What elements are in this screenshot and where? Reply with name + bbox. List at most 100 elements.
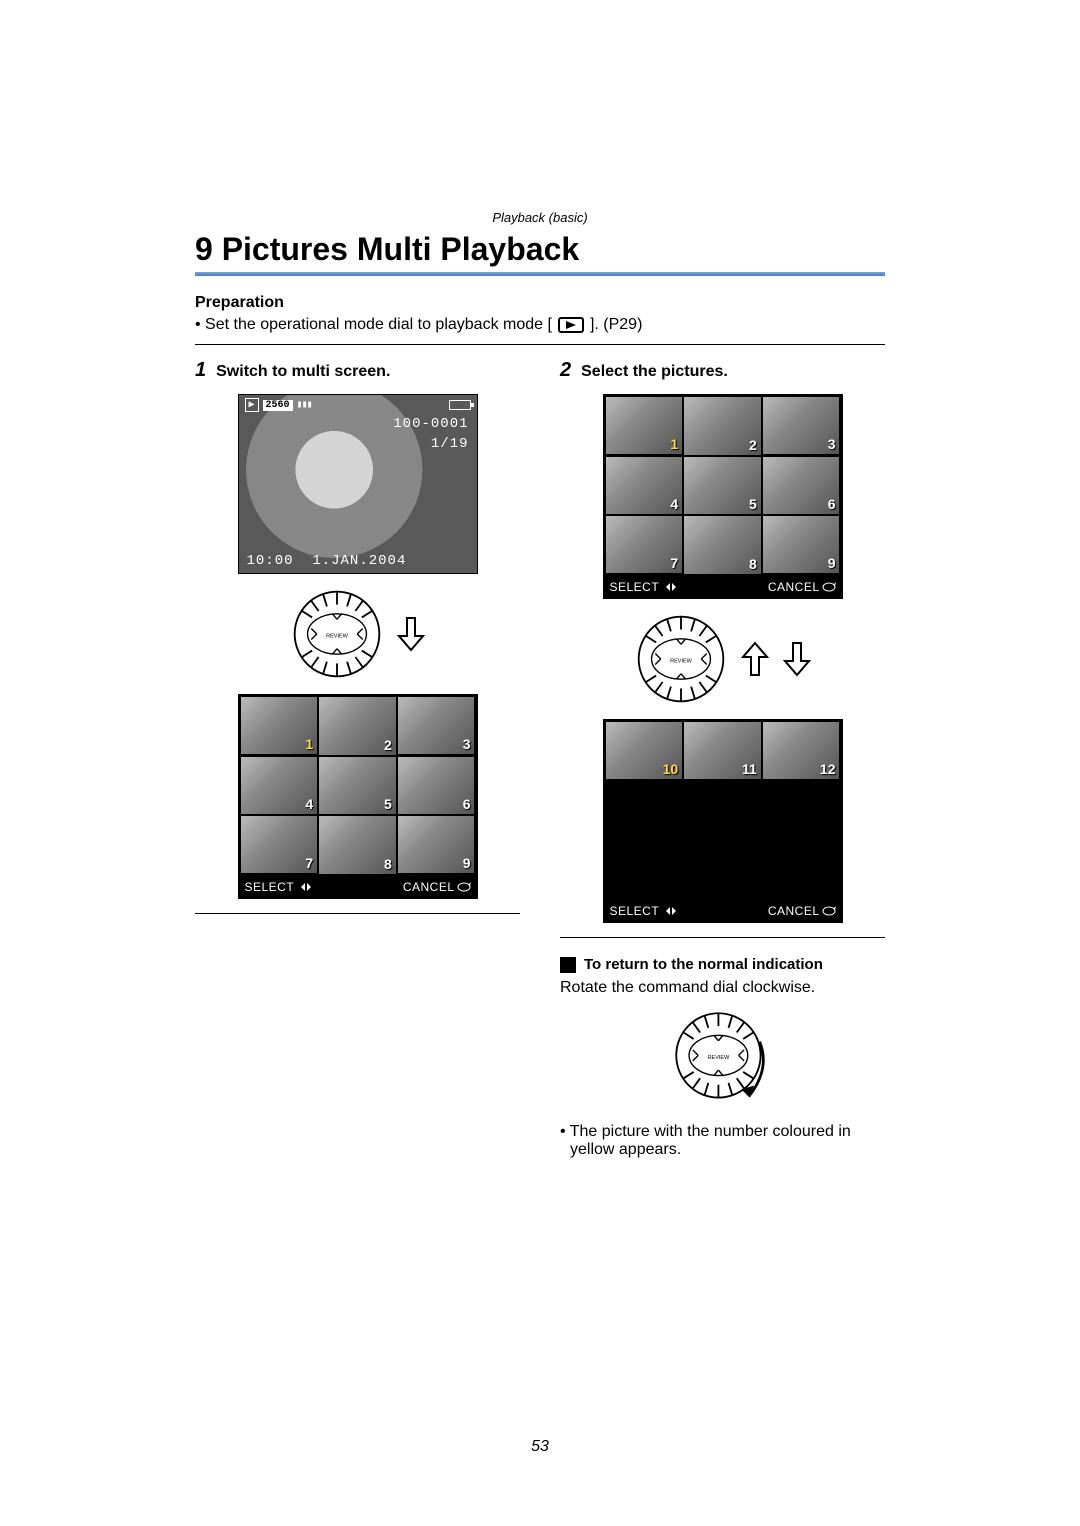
return-heading: To return to the normal indication <box>560 956 885 973</box>
thumbnail-number: 12 <box>820 761 836 777</box>
page-number: 53 <box>0 1438 1080 1456</box>
grid-cells: 1 2 3 4 5 6 7 8 9 <box>239 695 477 876</box>
thumbnail-cell <box>606 781 683 838</box>
select-label: SELECT <box>610 580 682 594</box>
nav-arrows-icon <box>296 882 316 892</box>
svg-text:REVIEW: REVIEW <box>326 634 349 640</box>
thumbnail-number: 10 <box>663 761 679 777</box>
thumbnail-number: 6 <box>463 796 471 812</box>
grid-screen-2a: 1 2 3 4 5 6 78 9 SELECT CANCEL <box>603 394 843 599</box>
section-header: Playback (basic) <box>195 210 885 225</box>
title-rule <box>195 272 885 276</box>
grid-screen-1: 1 2 3 4 5 6 7 8 9 SELECT CANCEL <box>238 694 478 899</box>
arrow-down-icon <box>397 616 425 652</box>
thumbnail-number: 5 <box>749 496 757 512</box>
step1-number: 1 <box>195 359 206 382</box>
thumbnail-number: 6 <box>828 496 836 512</box>
thumbnail-cell: 3 <box>398 697 475 754</box>
thumbnail-cell: 12 <box>763 722 840 779</box>
thumbnail-cell <box>763 841 840 898</box>
dial-small-icon <box>822 581 836 593</box>
thumbnail-number: 3 <box>828 436 836 452</box>
divider <box>195 344 885 345</box>
columns: 1 Switch to multi screen. ▶ 2560 ▮▮▮ 100… <box>195 359 885 1159</box>
play-indicator-icon: ▶ <box>245 398 259 412</box>
thumbnail-cell: 1 <box>606 397 683 454</box>
dial-small-icon <box>457 881 471 893</box>
thumbnail-number: 5 <box>384 796 392 812</box>
thumbnail-cell: 9 <box>398 816 475 873</box>
thumbnail-number: 11 <box>742 761 757 777</box>
dial-row-2: REVIEW <box>635 613 811 705</box>
quality-icon: ▮▮▮ <box>297 399 312 411</box>
thumbnail-cell: 7 <box>241 816 318 873</box>
return-title: To return to the normal indication <box>584 956 823 973</box>
grid-bar: SELECT CANCEL <box>604 900 842 922</box>
thumbnail-cell: 5 <box>319 757 396 815</box>
thumbnail-number: 4 <box>305 796 313 812</box>
command-dial-icon: REVIEW <box>291 588 383 680</box>
nav-arrows-icon <box>661 906 681 916</box>
cancel-label: CANCEL <box>403 880 471 894</box>
thumbnail-cell: 8 <box>684 516 761 574</box>
thumbnail-number: 9 <box>463 855 471 871</box>
thumbnail-cell <box>763 781 840 838</box>
square-bullet-icon <box>560 957 576 973</box>
thumbnail-number: 8 <box>384 856 392 872</box>
thumbnail-number: 4 <box>670 496 678 512</box>
thumbnail-number: 1 <box>670 436 678 452</box>
thumbnail-cell: 6 <box>763 457 840 514</box>
preparation-heading: Preparation <box>195 294 885 312</box>
lcd-datetime: 10:00 1.JAN.2004 <box>247 553 407 569</box>
thumbnail-cell: 8 <box>319 816 396 874</box>
thumbnail-cell: 2 <box>319 697 396 755</box>
arrow-down-icon <box>783 641 811 677</box>
thumbnail-cell: 1 <box>241 697 318 754</box>
grid-bar: SELECT CANCEL <box>604 576 842 598</box>
column-divider <box>195 913 520 914</box>
step1-head: 1 Switch to multi screen. <box>195 359 520 382</box>
thumbnail-cell: 6 <box>398 757 475 814</box>
step2-head: 2 Select the pictures. <box>560 359 885 382</box>
step1-title: Switch to multi screen. <box>216 363 390 381</box>
cancel-label: CANCEL <box>768 580 836 594</box>
thumbnail-number: 7 <box>305 855 313 871</box>
dial-small-icon <box>822 905 836 917</box>
column-left: 1 Switch to multi screen. ▶ 2560 ▮▮▮ 100… <box>195 359 520 1159</box>
grid-cells: 1 2 3 4 5 6 78 9 <box>604 395 842 576</box>
page-title: 9 Pictures Multi Playback <box>195 231 885 268</box>
thumbnail-cell: 4 <box>606 457 683 514</box>
grid-screen-2b: 10 11 12 SELECT CANCEL <box>603 719 843 924</box>
preparation-text: • Set the operational mode dial to playb… <box>195 316 885 334</box>
cancel-label: CANCEL <box>768 904 836 918</box>
return-note: • The picture with the number coloured i… <box>560 1123 885 1159</box>
thumbnail-cell: 4 <box>241 757 318 814</box>
thumbnail-cell: 5 <box>684 457 761 515</box>
grid-cells: 10 11 12 <box>604 720 842 901</box>
command-dial-icon: REVIEW <box>635 613 727 705</box>
svg-text:REVIEW: REVIEW <box>670 658 693 664</box>
column-divider <box>560 937 885 938</box>
lcd-size: 2560 <box>263 400 293 411</box>
thumbnail-cell: 10 <box>606 722 683 779</box>
thumbnail-number: 3 <box>463 736 471 752</box>
select-label: SELECT <box>245 880 317 894</box>
thumbnail-cell <box>684 841 761 899</box>
lcd-time: 10:00 <box>247 553 294 569</box>
lcd-file-info: 100-0001 1/19 <box>393 415 468 454</box>
thumbnail-number: 9 <box>828 555 836 571</box>
thumbnail-number: 1 <box>305 736 313 752</box>
thumbnail-number: 2 <box>749 437 757 453</box>
thumbnail-number: 7 <box>670 555 678 571</box>
lcd-topbar: ▶ 2560 ▮▮▮ <box>245 398 471 412</box>
thumbnail-cell: 2 <box>684 397 761 455</box>
thumbnail-cell <box>684 781 761 839</box>
thumbnail-cell <box>606 841 683 898</box>
thumbnail-number: 2 <box>384 737 392 753</box>
thumbnail-cell: 7 <box>606 516 683 573</box>
prep-text-prefix: • Set the operational mode dial to playb… <box>195 316 552 334</box>
playback-icon <box>558 317 584 333</box>
thumbnail-cell: 3 <box>763 397 840 454</box>
battery-icon <box>449 400 471 410</box>
column-right: 2 Select the pictures. 123456789 SELECT … <box>560 359 885 1159</box>
